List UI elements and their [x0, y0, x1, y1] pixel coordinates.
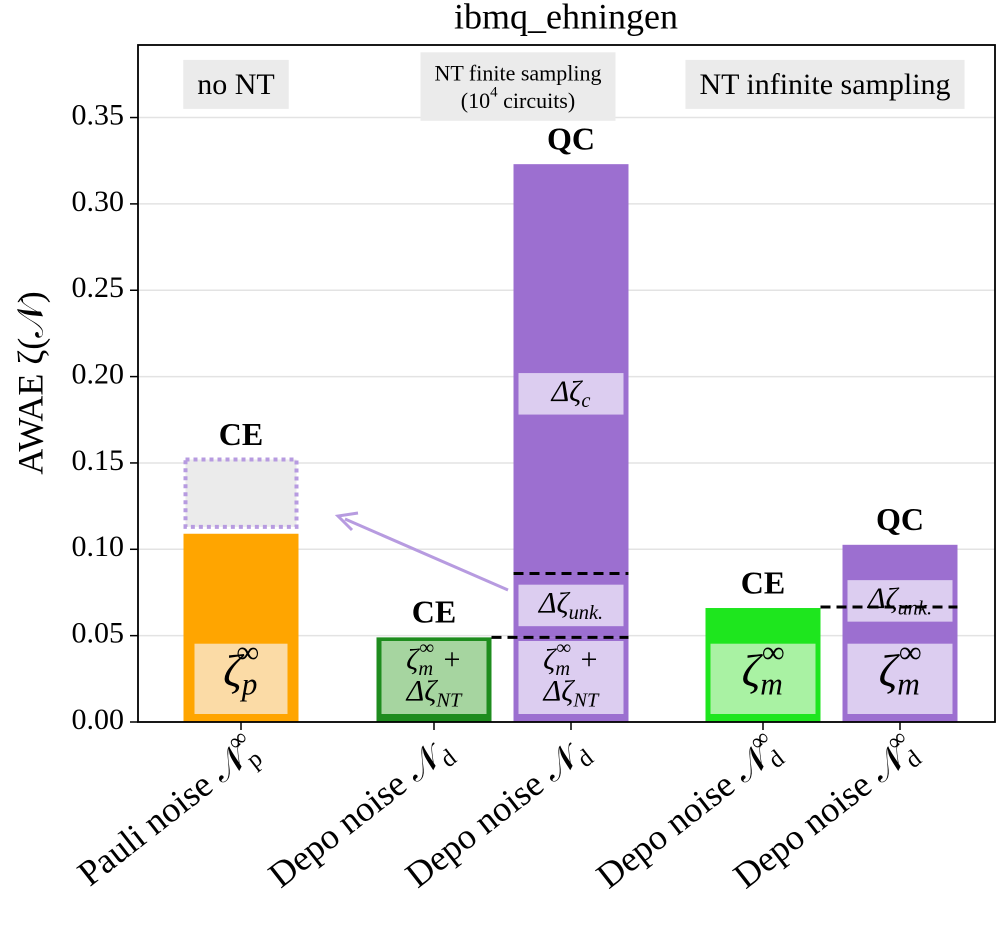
segment-label: ζm∞: [742, 635, 785, 702]
text-part: NT infinite sampling: [699, 68, 950, 101]
segment-label: Δζunk.: [538, 586, 603, 623]
text-part: unk.: [898, 597, 933, 619]
segment-label: ζm∞ +: [406, 637, 462, 680]
panel-label: NT infinite sampling: [699, 68, 950, 101]
dotted-range: [183, 457, 299, 529]
text-part: circuits): [498, 88, 576, 113]
label-box: [518, 373, 624, 415]
panel-box: [183, 59, 289, 109]
text-part: (10: [461, 88, 490, 113]
text-part: ∞: [237, 635, 259, 670]
y-axis-label: AWAE ζ(𝒩): [10, 291, 50, 474]
label-box: [710, 643, 816, 714]
y-tick-label: 0.35: [72, 98, 125, 131]
bar-segment: [513, 164, 629, 574]
text-part: m: [760, 667, 783, 702]
label-box: [518, 641, 624, 714]
text-part: no NT: [197, 68, 275, 101]
label-box: [194, 643, 288, 714]
text-part: ζ: [742, 644, 764, 695]
segment-label: Δζc: [551, 375, 591, 412]
panel-box: [685, 59, 965, 109]
text-part: ∞: [557, 637, 572, 659]
arrow: [344, 517, 509, 592]
text-part: unk.: [569, 602, 604, 624]
panel-box: [420, 52, 616, 121]
bar-header: CE: [219, 416, 263, 452]
text-part: ζ: [543, 643, 557, 676]
text-part: ∞: [899, 635, 921, 670]
y-tick-label: 0.20: [72, 357, 125, 390]
panel: NT infinite sampling: [685, 59, 965, 109]
panel-label: NT finite sampling: [434, 60, 601, 85]
segment-label: ζp∞: [223, 635, 259, 702]
segment-label: ζm∞ +: [543, 637, 599, 680]
text-part: ζ: [879, 644, 901, 695]
text-part: Δζ: [543, 674, 576, 707]
panel-label: (104 circuits): [461, 85, 575, 113]
bar-header: CE: [741, 564, 785, 600]
text-part: c: [581, 390, 590, 412]
chart-title: ibmq_ehningen: [454, 0, 678, 36]
text-part: m: [897, 667, 920, 702]
text-part: m: [418, 658, 433, 680]
text-part: ζ: [406, 643, 420, 676]
text-part: ∞: [420, 637, 435, 659]
bar-header: QC: [547, 121, 595, 157]
label-box: [847, 643, 953, 714]
text-part: +: [571, 643, 599, 676]
text-part: +: [434, 643, 462, 676]
label-box: [518, 584, 624, 627]
segment-label: ζm∞: [879, 635, 922, 702]
y-tick-label: 0.25: [72, 271, 125, 304]
bar-header: QC: [876, 501, 924, 537]
label-box: [381, 641, 487, 714]
text-part: NT finite sampling: [434, 60, 601, 85]
text-part: Δζ: [538, 586, 571, 619]
panel: NT finite sampling(104 circuits): [420, 52, 616, 121]
y-tick-label: 0.10: [72, 530, 125, 563]
text-part: p: [240, 667, 258, 702]
text-part: Δζ: [867, 582, 900, 615]
segment-label: ΔζNT: [543, 674, 600, 711]
text-part: 4: [490, 85, 498, 101]
bar-header: CE: [412, 594, 456, 630]
segment-label: Δζunk.: [867, 582, 932, 619]
arrow-head: [334, 511, 359, 532]
label-box: [847, 580, 953, 622]
y-tick-label: 0.00: [72, 703, 125, 736]
segment-label: ΔζNT: [406, 674, 463, 711]
y-tick-label: 0.15: [72, 444, 125, 477]
plot-frame: [137, 44, 996, 723]
text-part: NT: [435, 689, 463, 711]
text-part: Δζ: [551, 375, 584, 408]
y-tick-label: 0.30: [72, 185, 125, 218]
text-part: NT: [572, 689, 600, 711]
panel-label: no NT: [197, 68, 275, 101]
text-part: ∞: [762, 635, 784, 670]
text-part: ζ: [223, 644, 245, 695]
panel: no NT: [183, 59, 289, 109]
text-part: Δζ: [406, 674, 439, 707]
y-tick-label: 0.05: [72, 617, 125, 650]
text-part: m: [555, 658, 570, 680]
